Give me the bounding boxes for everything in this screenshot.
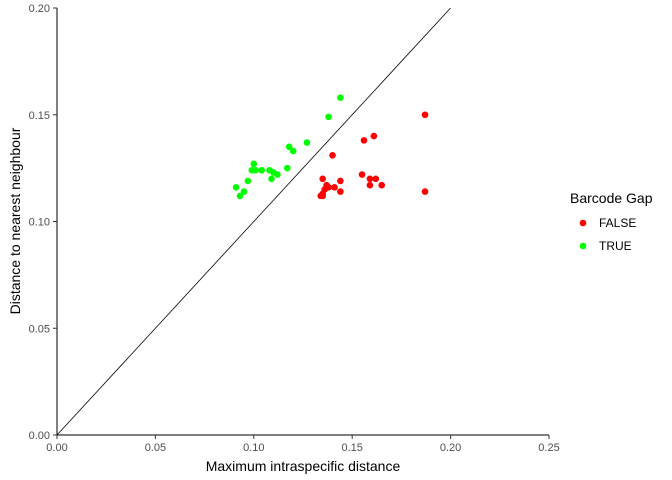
y-tick-label: 0.00 xyxy=(29,430,50,442)
data-point xyxy=(319,192,326,200)
data-point xyxy=(232,184,240,191)
data-point xyxy=(266,166,273,174)
data-point xyxy=(325,113,332,121)
data-point xyxy=(372,175,380,183)
y-axis-title: Distance to nearest neighbour xyxy=(7,127,23,314)
data-point xyxy=(240,188,248,195)
data-point xyxy=(337,177,344,185)
data-point xyxy=(319,175,326,183)
data-point xyxy=(303,139,311,146)
data-point xyxy=(337,94,344,101)
data-point xyxy=(329,152,336,159)
data-point xyxy=(236,192,244,200)
reference-line xyxy=(56,7,451,436)
legend: Barcode Gap FALSE TRUE xyxy=(570,190,653,253)
data-point xyxy=(421,188,429,195)
data-point xyxy=(285,143,293,151)
data-point xyxy=(360,137,368,144)
data-point xyxy=(274,171,281,178)
y-tick-label: 0.15 xyxy=(29,110,50,122)
x-tick-label: 0.20 xyxy=(440,442,461,454)
plot-area xyxy=(56,7,451,436)
data-point xyxy=(268,175,275,183)
data-point xyxy=(331,184,338,191)
y-tick-label: 0.20 xyxy=(29,3,50,15)
series-true xyxy=(232,94,344,200)
y-tick-label: 0.05 xyxy=(29,323,50,335)
data-point xyxy=(378,181,386,189)
legend-key xyxy=(579,242,587,250)
legend-label: FALSE xyxy=(599,216,636,230)
y-tick-label: 0.10 xyxy=(29,217,50,229)
x-tick-label: 0.05 xyxy=(145,442,166,454)
data-point xyxy=(421,111,429,119)
data-point xyxy=(258,166,265,174)
data-point xyxy=(250,160,258,168)
x-tick-label: 0.15 xyxy=(341,442,362,454)
data-point xyxy=(358,171,366,178)
data-point xyxy=(370,132,378,140)
legend-key xyxy=(579,219,587,227)
data-point xyxy=(366,181,374,189)
data-point xyxy=(366,175,374,183)
data-point xyxy=(289,147,297,155)
data-point xyxy=(337,188,344,195)
data-point xyxy=(244,177,252,185)
x-axis-title: Maximum intraspecific distance xyxy=(206,458,401,474)
axes: 0.00 0.05 0.10 0.15 0.20 0.25 0.00 0.05 0.10 0.15… xyxy=(29,3,560,454)
legend-label: TRUE xyxy=(599,239,632,253)
data-point xyxy=(248,166,256,174)
x-tick-label: 0.10 xyxy=(243,442,264,454)
series-false xyxy=(317,111,429,200)
data-point xyxy=(283,164,291,172)
legend-title: Barcode Gap xyxy=(570,190,653,206)
x-tick-label: 0.00 xyxy=(46,442,67,454)
x-tick-label: 0.25 xyxy=(538,442,559,454)
